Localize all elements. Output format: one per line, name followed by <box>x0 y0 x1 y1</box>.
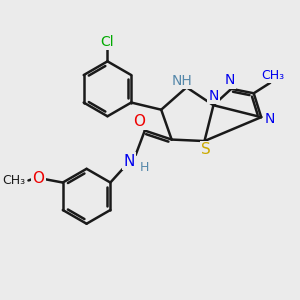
Text: N: N <box>225 74 235 87</box>
Text: N: N <box>208 89 219 103</box>
Text: S: S <box>201 142 211 158</box>
Text: CH₃: CH₃ <box>261 70 284 83</box>
Text: H: H <box>140 160 149 173</box>
Text: N: N <box>264 112 275 126</box>
Text: N: N <box>124 154 135 169</box>
Text: NH: NH <box>172 74 193 88</box>
Text: CH₃: CH₃ <box>2 174 25 187</box>
Text: O: O <box>134 113 146 128</box>
Text: O: O <box>32 171 44 186</box>
Text: Cl: Cl <box>101 35 114 49</box>
